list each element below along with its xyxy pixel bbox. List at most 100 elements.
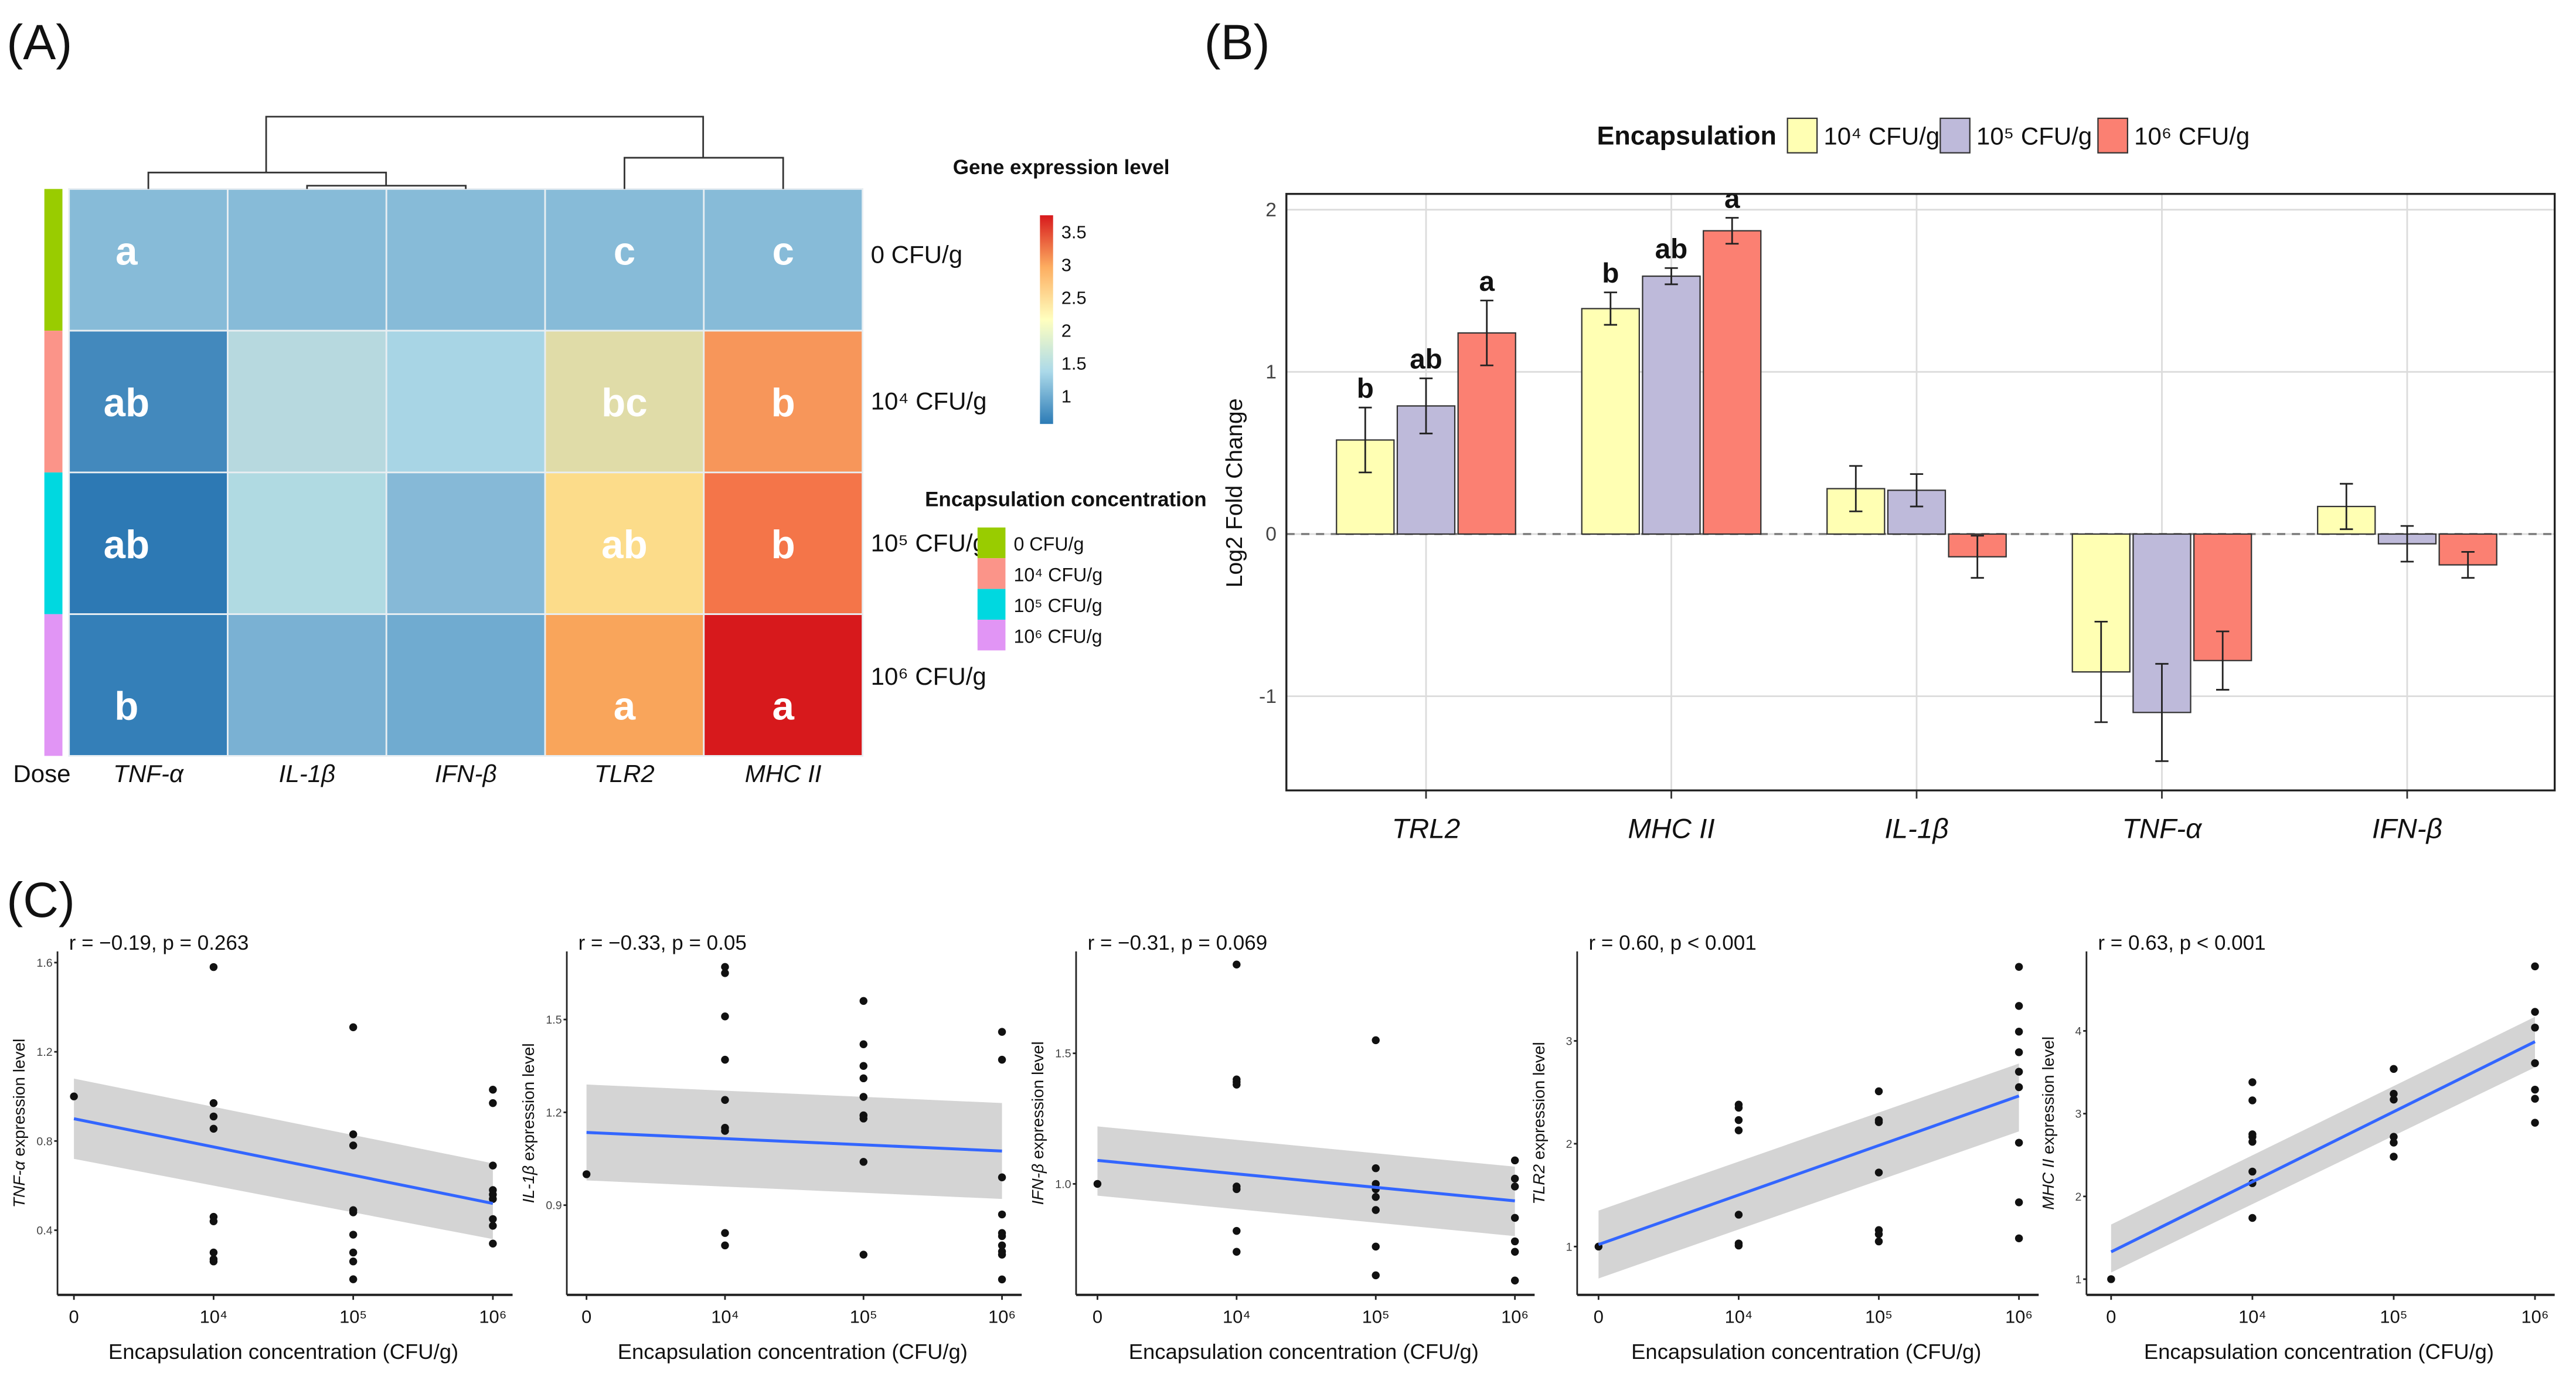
correlation-title: r = −0.19, p = 0.263: [69, 932, 249, 954]
data-point: [1874, 1118, 1883, 1126]
data-point: [2390, 1133, 2398, 1141]
data-point: [859, 1062, 867, 1070]
data-point: [721, 1229, 729, 1237]
heatmap-cell: [227, 329, 387, 474]
data-point: [349, 1248, 358, 1257]
data-point: [349, 1130, 358, 1138]
data-point: [209, 1124, 218, 1133]
data-point: [1734, 1103, 1743, 1112]
data-point: [721, 1012, 729, 1021]
significance-letter: a: [1479, 266, 1495, 297]
panel-label-b: (B): [1204, 15, 1270, 70]
regression-line: [1598, 1094, 2020, 1246]
y-tick-label: 2: [1566, 1138, 1573, 1151]
significance-letter: c: [614, 230, 635, 274]
y-axis-label-suffix: expression level: [2039, 1036, 2057, 1159]
y-tick-label: 0.8: [36, 1135, 52, 1148]
y-axis-label: Log2 Fold Change: [1221, 398, 1247, 587]
data-point: [998, 1210, 1006, 1219]
x-tick-label: 0: [2106, 1306, 2116, 1327]
bar: [1581, 308, 1640, 535]
x-tick-label: 10⁶: [479, 1306, 506, 1327]
data-point: [209, 1257, 218, 1266]
regression-line: [73, 1117, 494, 1205]
significance-letter: a: [772, 684, 794, 728]
y-tick-label: 1.0: [1055, 1178, 1071, 1191]
x-tick-label: 10⁴: [2238, 1306, 2267, 1327]
x-tick-label: 0: [69, 1306, 79, 1327]
error-bar: [2094, 620, 2108, 723]
data-point: [1093, 1180, 1102, 1188]
data-point: [349, 1141, 358, 1150]
dose-annotation-bar: [44, 189, 63, 331]
category-label: TRL2: [1392, 814, 1461, 845]
error-bar: [1359, 406, 1372, 474]
data-point: [1734, 1211, 1743, 1219]
data-point: [721, 1241, 729, 1250]
heatmap-cell: [68, 329, 229, 474]
y-tick-label: 4: [2075, 1025, 2081, 1038]
x-axis-label: Encapsulation concentration (CFU/g): [1129, 1340, 1479, 1364]
legend-label: 0 CFU/g: [1013, 533, 1084, 555]
data-point: [349, 1023, 358, 1032]
data-point: [2014, 1002, 2023, 1010]
significance-letter: b: [771, 381, 795, 425]
data-point: [2014, 1048, 2023, 1056]
data-point: [998, 1241, 1006, 1250]
data-point: [2248, 1078, 2257, 1086]
plot-border: [1285, 193, 2556, 791]
data-point: [1372, 1036, 1380, 1045]
significance-letter: c: [772, 230, 794, 274]
data-point: [1233, 1248, 1241, 1256]
scatter-plot-1: 0.4 0.8 1.2 1.6 0 10⁴ 10⁵ 10⁶ Encapsulation conc…: [10, 932, 513, 1364]
data-point: [2014, 1234, 2023, 1243]
heatmap-cell: [68, 613, 229, 757]
column-label: TLR2: [594, 760, 655, 787]
data-point: [2390, 1095, 2398, 1104]
x-tick-label: 10⁵: [2380, 1306, 2407, 1327]
data-point: [2390, 1153, 2398, 1161]
data-point: [2248, 1096, 2257, 1104]
y-tick-label: -1: [1259, 686, 1277, 708]
data-point: [489, 1161, 497, 1170]
panel-label-c: (C): [6, 872, 75, 927]
row-label: 0 CFU/g: [871, 240, 963, 268]
row-label: 10⁶ CFU/g: [871, 662, 986, 690]
legend-swatch: [977, 527, 1006, 559]
y-tick-label: 0: [1265, 524, 1277, 545]
colorbar-title: Gene expression level: [953, 156, 1170, 179]
significance-letter: a: [115, 230, 138, 274]
heatmap-cell: [544, 188, 705, 332]
y-tick-label: 3: [1566, 1035, 1573, 1048]
data-point: [1874, 1237, 1883, 1246]
y-tick-label: 1.6: [36, 957, 52, 970]
legend-label: 10⁵ CFU/g: [1976, 123, 2092, 150]
data-point: [2531, 1095, 2539, 1103]
legend-swatch: [977, 558, 1006, 589]
data-point: [2248, 1137, 2257, 1146]
y-tick-label: 1: [1566, 1241, 1573, 1253]
y-axis-label-suffix: expression level: [1029, 1041, 1047, 1164]
data-point: [998, 1250, 1006, 1259]
x-tick-label: 10⁴: [200, 1306, 228, 1327]
heatmap-cell: [544, 613, 705, 757]
legend-label: 10⁶ CFU/g: [2134, 123, 2250, 150]
data-point: [998, 1028, 1006, 1036]
data-point: [1874, 1087, 1883, 1096]
row-label: 10⁵ CFU/g: [871, 529, 986, 556]
category-label: MHC II: [1628, 814, 1714, 845]
data-point: [2014, 1068, 2023, 1076]
error-bar: [2461, 551, 2475, 579]
y-tick-label: 2: [2075, 1191, 2081, 1204]
data-point: [998, 1055, 1006, 1064]
y-tick-label: 0.4: [36, 1224, 52, 1237]
data-point: [1874, 1230, 1883, 1239]
scatter-plot-5: 1 2 3 4 0 10⁴ 10⁵ 10⁶ Encapsulation concentratio…: [2039, 932, 2555, 1364]
y-tick-label: 3: [2075, 1108, 2081, 1121]
x-tick-label: 10⁶: [2521, 1306, 2549, 1327]
data-point: [2531, 1085, 2539, 1094]
scatter-plot-4: 1 2 3 0 10⁴ 10⁵ 10⁶ Encapsulation concentration…: [1530, 932, 2039, 1364]
data-point: [1734, 1126, 1743, 1134]
panel-label-a: (A): [6, 15, 72, 70]
